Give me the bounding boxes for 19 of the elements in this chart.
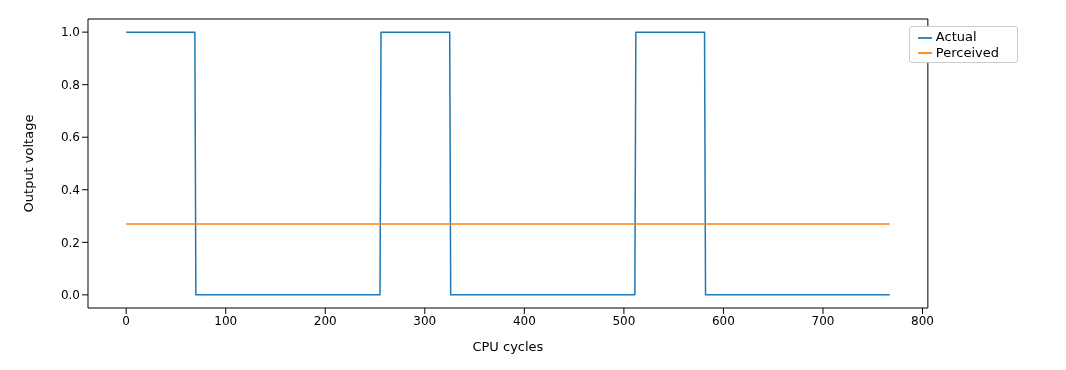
legend-label: Actual [935,29,977,44]
y-tick-label: 0.8 [60,77,80,92]
x-tick-label: 400 [512,313,536,328]
x-tick-label: 800 [911,313,934,328]
y-axis-title: Output voltage [20,114,36,213]
x-tick-label: 100 [214,313,238,328]
y-tick-label: 0.2 [60,235,80,250]
x-tick-label: 500 [612,313,636,328]
x-tick-label: 600 [711,313,735,328]
x-tick-label: 0 [122,313,130,328]
y-tick-label: 0.4 [60,183,80,198]
x-tick-label: 700 [811,313,835,328]
y-tick-label: 1.0 [60,25,80,40]
x-tick-label: 200 [313,313,337,328]
x-tick-label: 300 [413,313,437,328]
y-tick-label: 0.0 [60,288,80,303]
legend-label: Perceived [935,44,999,60]
x-axis-title: CPU cycles [472,339,544,354]
y-tick-label: 0.6 [60,130,80,145]
